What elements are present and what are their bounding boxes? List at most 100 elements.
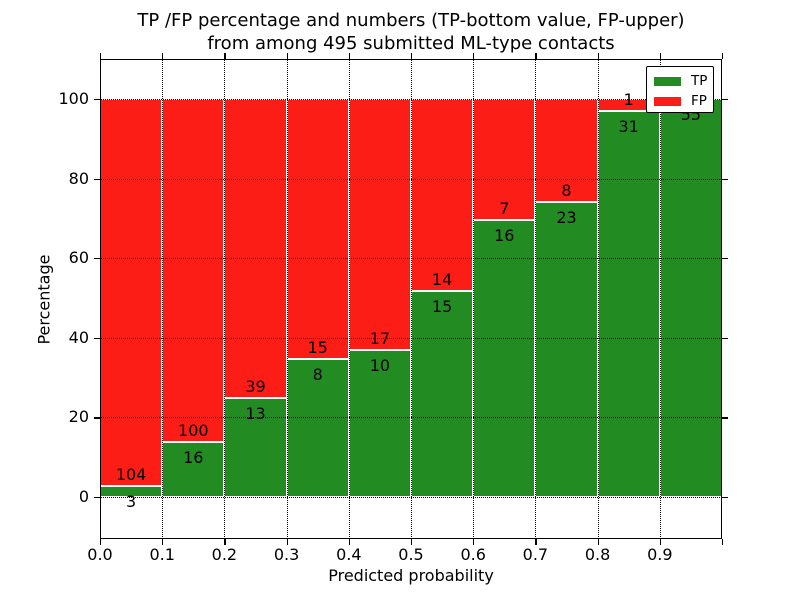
gridline-x-6 (473, 59, 475, 539)
bar-segment-tp-2 (224, 397, 287, 497)
ytick-label-100: 100 (58, 89, 89, 108)
xtick-bottom-9 (659, 539, 662, 545)
legend-fp-label: FP (691, 93, 707, 109)
tp-count-label-6: 16 (494, 226, 515, 246)
gridline-x-5 (411, 59, 412, 539)
bar-segment-fp-1 (162, 99, 225, 443)
fp-count-label-5: 14 (431, 270, 453, 290)
xtick-bottom-3 (286, 539, 288, 545)
ytick-left-40 (94, 337, 100, 340)
ytick-left-0 (94, 497, 100, 499)
ytick-right-0 (722, 497, 728, 499)
xtick-label-0.3: 0.3 (273, 545, 300, 564)
xtick-bottom-6 (473, 539, 475, 545)
ytick-label-80: 80 (68, 168, 89, 188)
xtick-bottom-8 (597, 539, 599, 545)
ytick-right-80 (722, 178, 728, 180)
xtick-label-0.0: 0.0 (87, 545, 113, 564)
tp-count-label-5: 15 (431, 297, 453, 317)
ytick-left-100 (94, 99, 100, 101)
legend-fp-swatch (654, 97, 681, 106)
xtick-bottom-5 (411, 539, 413, 545)
tp-count-label-8: 31 (618, 117, 639, 137)
bar-segment-fp-5 (411, 99, 474, 292)
xtick-label-0.4: 0.4 (336, 545, 362, 564)
ytick-label-0: 0 (78, 487, 89, 506)
legend-tp-swatch (654, 77, 681, 86)
bar-segment-tp-4 (348, 349, 411, 497)
bar-segment-fp-3 (286, 99, 349, 359)
bar-segment-tp-8 (597, 111, 660, 497)
bar-segment-tp-9 (659, 99, 722, 497)
gridline-x-7 (535, 59, 537, 539)
bar-segment-fp-6 (473, 99, 536, 221)
ytick-label-60: 60 (68, 248, 89, 268)
tp-count-label-1: 16 (183, 448, 204, 468)
fp-count-label-6: 7 (499, 199, 510, 219)
ytick-left-80 (94, 178, 100, 180)
xtick-bottom-4 (348, 539, 351, 545)
fp-count-label-1: 100 (178, 421, 209, 441)
ytick-right-20 (722, 417, 728, 419)
xtick-label-0.2: 0.2 (211, 545, 238, 564)
xtick-bottom-7 (535, 539, 537, 545)
xtick-top-3 (286, 53, 288, 59)
bar-segment-fp-7 (535, 99, 598, 202)
xtick-label-0.9: 0.9 (647, 545, 673, 564)
bar-segment-tp-6 (473, 220, 536, 497)
xtick-top-10 (722, 53, 724, 59)
chart-title: TP /FP percentage and numbers (TP-bottom… (100, 9, 722, 55)
xtick-top-6 (473, 53, 475, 59)
tp-count-label-2: 13 (245, 403, 266, 423)
chart-title-line-2: from among 495 submitted ML-type contact… (207, 33, 615, 54)
gridline-x-1 (162, 59, 164, 539)
xtick-top-4 (348, 53, 351, 59)
fp-count-label-8: 1 (623, 90, 634, 110)
fp-count-label-4: 17 (369, 328, 391, 348)
xtick-label-0.6: 0.6 (460, 545, 486, 564)
legend-item-fp: FP (647, 92, 713, 112)
tp-count-label-3: 8 (312, 364, 323, 384)
gridline-x-4 (348, 59, 350, 539)
xtick-top-9 (659, 53, 662, 59)
xtick-bottom-0 (100, 539, 102, 545)
ytick-label-40: 40 (68, 327, 89, 347)
legend-item-tp: TP (647, 72, 713, 92)
gridline-x-9 (659, 59, 661, 539)
xtick-label-0.7: 0.7 (522, 545, 549, 564)
chart-title-line-1: TP /FP percentage and numbers (TP-bottom… (137, 10, 685, 31)
bar-segment-tp-5 (411, 291, 474, 497)
ytick-right-100 (722, 99, 728, 101)
fp-count-label-0: 104 (115, 464, 147, 484)
tp-count-label-4: 10 (369, 355, 391, 375)
ytick-left-60 (94, 258, 100, 260)
xtick-label-0.5: 0.5 (398, 545, 424, 564)
gridline-x-3 (286, 59, 288, 539)
bar-segment-tp-7 (535, 201, 598, 497)
gridline-x-8 (597, 59, 599, 539)
xtick-top-0 (100, 53, 102, 59)
bar-segment-fp-0 (100, 99, 163, 486)
x-axis-label: Predicted probability (328, 566, 494, 585)
xtick-top-7 (535, 53, 537, 59)
gridline-x-2 (224, 59, 226, 539)
ytick-label-20: 20 (68, 407, 89, 427)
xtick-top-2 (224, 53, 226, 59)
bar-segment-fp-4 (348, 99, 411, 350)
bar-segment-fp-2 (224, 99, 287, 398)
xtick-label-0.1: 0.1 (149, 545, 175, 564)
legend: TP FP (646, 66, 714, 113)
fp-count-label-7: 8 (561, 180, 572, 200)
ytick-left-20 (94, 417, 100, 419)
ytick-right-40 (722, 337, 728, 340)
xtick-top-8 (597, 53, 599, 59)
y-axis-label: Percentage (34, 254, 54, 345)
fp-count-label-3: 15 (307, 337, 328, 357)
xtick-label-0.8: 0.8 (584, 545, 611, 564)
ytick-right-60 (722, 258, 728, 260)
xtick-top-1 (162, 53, 164, 59)
xtick-bottom-1 (162, 539, 164, 545)
tp-count-label-7: 23 (556, 207, 577, 227)
xtick-bottom-2 (224, 539, 226, 545)
